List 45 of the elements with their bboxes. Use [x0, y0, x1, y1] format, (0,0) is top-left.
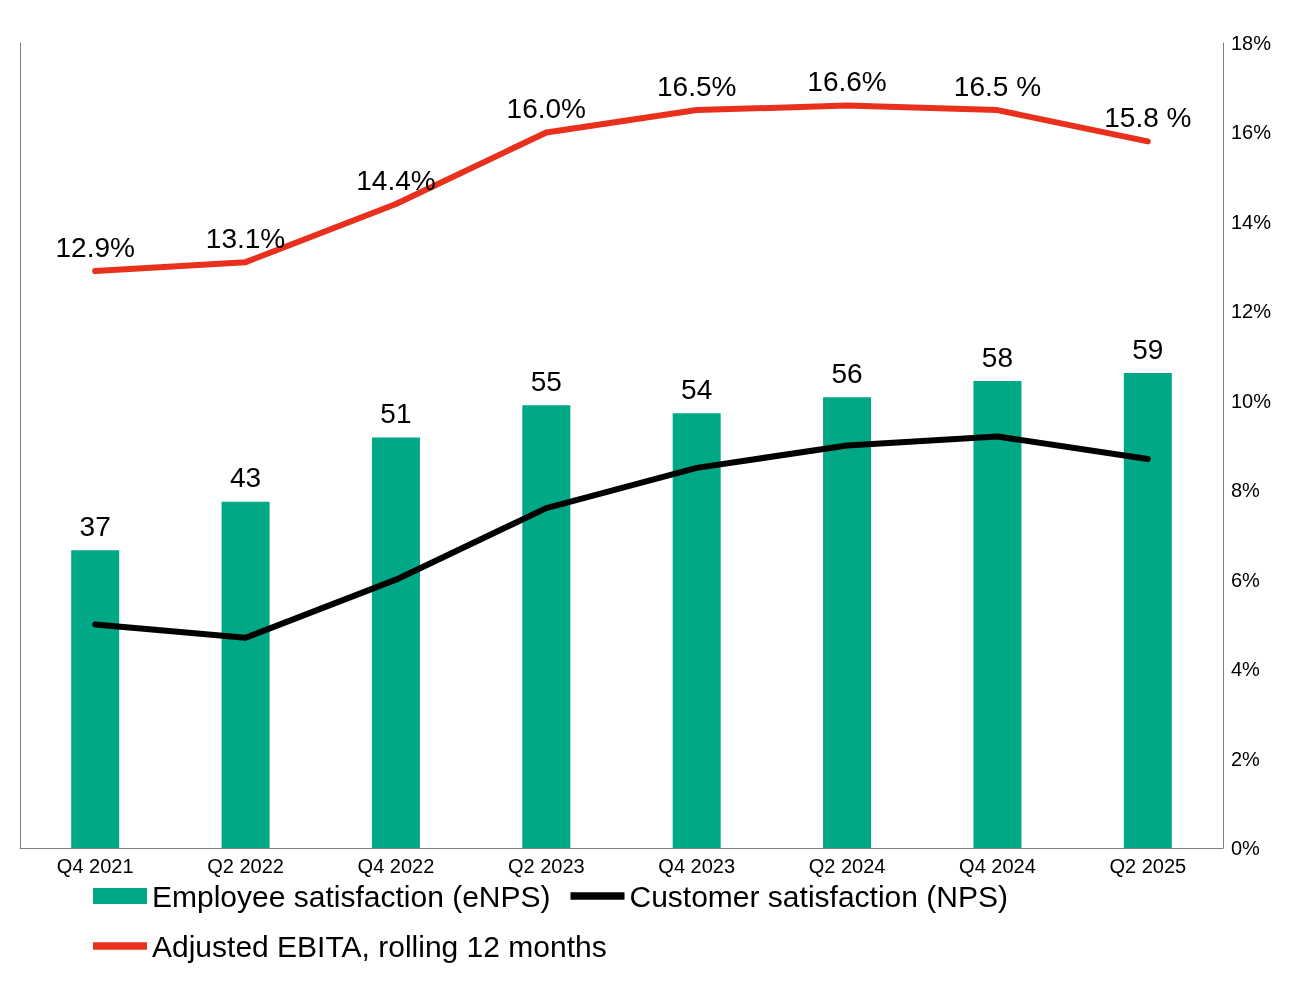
data-label: 43: [229, 462, 262, 494]
bar: [1123, 373, 1172, 848]
x-tick-label: Q2 2024: [808, 855, 886, 877]
y2-tick-label: 18%: [1231, 32, 1272, 54]
y2-tick-label: 16%: [1231, 121, 1272, 144]
y2-tick-label: 10%: [1231, 389, 1272, 412]
x-tick-label: Q2 2022: [207, 855, 284, 877]
x-tick-label: Q2 2025: [1109, 855, 1187, 877]
data-label: 51: [380, 397, 412, 429]
x-tick-label: Q4 2023: [658, 855, 736, 877]
data-label: 14.4%: [356, 164, 436, 196]
legend-label: Adjusted EBITA, rolling 12 months: [152, 929, 607, 963]
y2-tick-label: 2%: [1231, 747, 1261, 770]
legend-label: Customer satisfaction (NPS): [629, 879, 1008, 913]
x-tick-label: Q4 2022: [357, 855, 435, 877]
legend-label: Employee satisfaction (eNPS): [152, 879, 551, 913]
data-label: 15.8 %: [1104, 101, 1192, 133]
data-label: 16.0%: [506, 92, 587, 124]
data-label: 56: [831, 357, 863, 389]
y2-tick-label: 4%: [1231, 658, 1261, 681]
data-label: 54: [681, 373, 713, 405]
data-label: 13.1%: [205, 222, 286, 254]
data-label: 16.6%: [807, 66, 887, 98]
bar: [371, 437, 420, 848]
bar: [973, 381, 1022, 848]
data-label: 55: [530, 365, 562, 397]
data-label: 59: [1132, 333, 1164, 365]
bar: [71, 550, 120, 848]
y2-tick-label: 0%: [1231, 837, 1261, 859]
y2-tick-label: 8%: [1231, 479, 1261, 502]
y2-tick-label: 6%: [1231, 568, 1261, 591]
bar: [672, 413, 721, 848]
data-label: 58: [981, 341, 1014, 373]
bar: [823, 397, 872, 848]
data-label: 37: [79, 510, 111, 542]
x-tick-label: Q4 2021: [56, 855, 134, 877]
y2-tick-label: 12%: [1231, 300, 1272, 323]
data-label: 12.9%: [55, 231, 135, 263]
data-label: 16.5%: [656, 70, 737, 102]
y2-tick-label: 14%: [1231, 210, 1272, 233]
data-label: 16.5 %: [953, 70, 1042, 102]
bar: [221, 501, 270, 848]
x-tick-label: Q2 2023: [507, 855, 585, 877]
bar: [522, 405, 571, 848]
x-tick-label: Q4 2024: [959, 855, 1036, 877]
